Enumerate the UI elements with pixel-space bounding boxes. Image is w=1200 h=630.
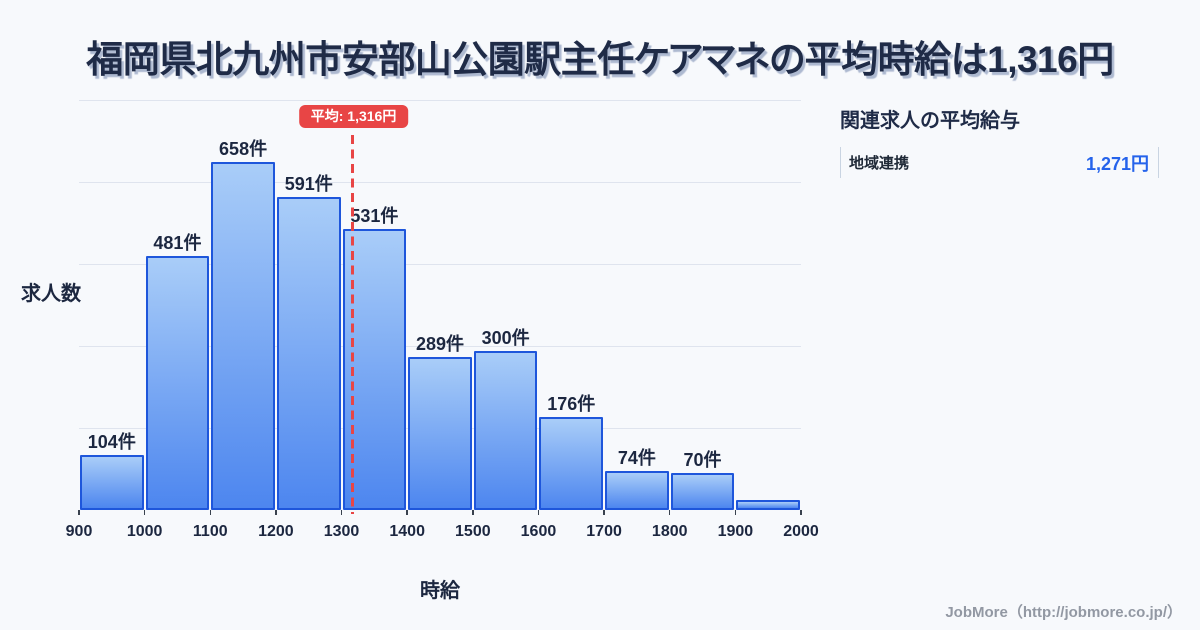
x-tick-mark [209,510,212,515]
bar-value-label: 70件 [683,449,722,470]
x-tick-mark [340,510,343,515]
footer-credit: JobMore（http://jobmore.co.jp/） [945,604,1182,621]
bar-value-label: 300件 [481,328,530,349]
gridline [79,264,801,265]
x-tick-label: 1000 [126,523,163,540]
x-tick-mark [603,510,605,515]
x-tick-label: 1200 [258,523,294,540]
histogram-bar [211,161,275,510]
related-job-row: 地域連携 1,271円 [840,147,1159,178]
gridline [79,100,801,101]
x-tick-label: 1800 [651,523,688,540]
histogram-bar [276,197,341,510]
histogram-bar [80,454,144,510]
x-tick-label: 1300 [323,523,360,540]
histogram-bar [408,357,472,510]
x-tick-mark [78,510,80,515]
x-tick-mark [734,510,737,515]
x-tick-mark [275,510,277,515]
related-jobs-rows: 地域連携 1,271円 [840,147,1159,178]
x-tick-mark [668,510,671,515]
x-tick-label: 1400 [389,523,425,540]
bar-value-label: 481件 [153,232,202,253]
x-tick-mark [143,510,146,515]
bar-value-label: 104件 [87,431,136,452]
histogram-bar [539,416,604,510]
related-jobs-heading: 関連求人の平均給与 [840,110,1020,132]
bar-value-label: 289件 [415,334,464,355]
y-axis-title: 求人数 [21,283,81,305]
gridline [79,182,801,183]
mean-line [350,135,354,514]
histogram-bar [145,255,210,510]
x-tick-label: 1900 [717,523,754,540]
x-tick-mark [537,510,540,515]
bar-value-label: 74件 [617,447,656,468]
x-axis-title: 時給 [420,580,460,602]
related-jobs-panel: 関連求人の平均給与 地域連携 1,271円 [840,104,1159,178]
x-tick-label: 1100 [192,523,228,540]
bar-value-label: 591件 [284,174,333,195]
x-tick-mark [406,510,408,515]
gridline [79,346,801,347]
x-tick-mark [800,510,802,515]
x-tick-label: 900 [65,523,93,540]
histogram-bar [605,470,669,510]
x-tick-label: 2000 [783,523,819,540]
histogram-bar [736,500,800,510]
bar-value-label: 658件 [219,138,268,159]
page-title: 福岡県北九州市安部山公園駅主任ケアマネの平均時給は1,316円 [86,39,1114,80]
bar-value-label: 176件 [547,393,596,414]
x-tick-label: 1500 [455,523,491,540]
x-tick-mark [472,510,474,515]
histogram-bar [670,472,735,510]
related-job-value: 1,271円 [1085,153,1149,174]
mean-badge: 平均: 1,316円 [298,105,409,128]
histogram-bar [473,351,538,510]
histogram-chart: 求人数 時給 104件 481件 658件 591件 531件 289件 300件 176件 7… [21,100,819,602]
x-tick-label: 1600 [520,523,557,540]
related-job-label: 地域連携 [849,155,910,172]
x-tick-label: 1700 [586,523,622,540]
bar-value-label: 531件 [350,206,399,227]
